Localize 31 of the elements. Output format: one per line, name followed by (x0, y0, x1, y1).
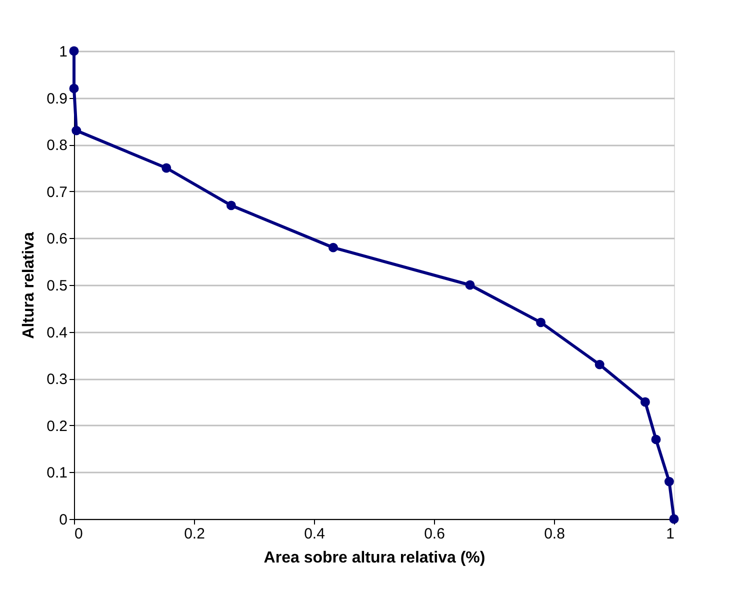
point (640, 397, 650, 407)
x-tick-label: 1 (666, 526, 674, 542)
x-tick-label: 0.4 (304, 526, 325, 542)
x-tick-label: 0.8 (544, 526, 565, 542)
x-axis-title: Area sobre altura relativa (%) (264, 550, 486, 566)
y-tick-label: 0.2 (46, 418, 68, 435)
point (72, 126, 82, 136)
x-tick-label: 0.2 (184, 526, 205, 542)
y-axis-title: Altura relativa (20, 232, 38, 339)
y-tick-label: 0.6 (46, 230, 68, 248)
point (465, 280, 475, 290)
y-tick-label: 0 (59, 512, 68, 528)
point (69, 46, 79, 56)
point (328, 242, 338, 252)
point (651, 434, 661, 444)
point (536, 318, 546, 328)
y-tick-label: 0.5 (46, 278, 68, 294)
point (162, 163, 172, 173)
y-tick-label: 1 (59, 44, 68, 60)
point (594, 360, 604, 370)
y-tick-label: 0.4 (46, 324, 68, 342)
x-tick-label: 0.6 (424, 526, 445, 542)
point (664, 476, 674, 486)
y-tick-label: 0.3 (46, 371, 68, 388)
x-tick-label: 0 (74, 526, 83, 542)
y-tick-label: 0.1 (46, 464, 68, 482)
point (226, 200, 236, 210)
y-tick-label: 0.7 (46, 184, 68, 201)
y-tick-label: 0.8 (46, 137, 68, 154)
point (69, 84, 79, 94)
y-tick-label: 0.9 (46, 90, 68, 108)
